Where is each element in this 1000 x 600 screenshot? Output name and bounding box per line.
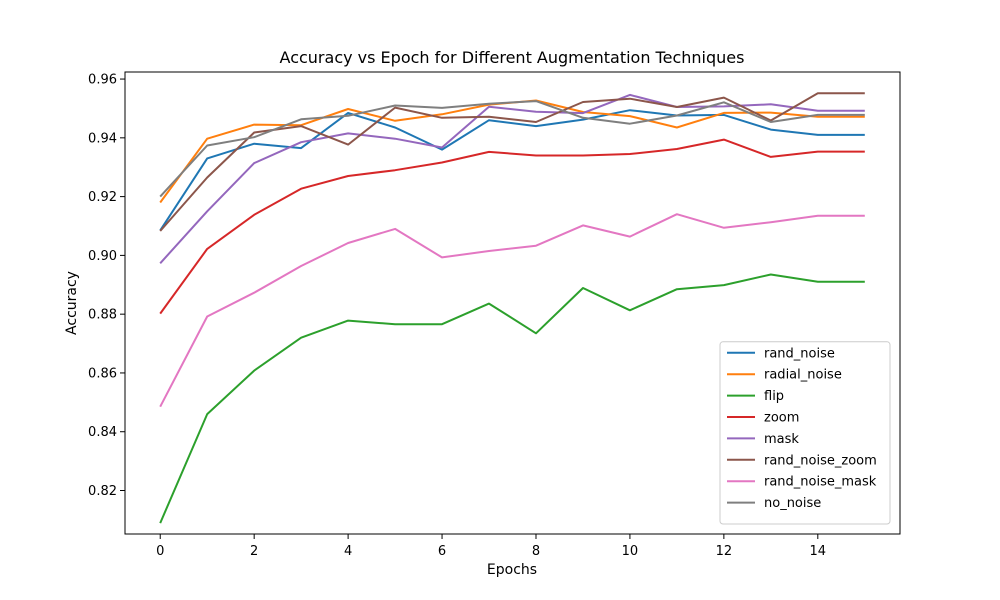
x-tick-label: 8 (532, 544, 540, 559)
series-line-rand-noise (159, 109, 865, 231)
x-axis-label: Epochs (487, 562, 537, 578)
y-tick-label: 0.86 (88, 366, 117, 381)
y-tick-label: 0.92 (88, 190, 117, 205)
plot-frame (124, 71, 901, 535)
legend-label: mask (764, 432, 799, 447)
legend-label: rand_noise_mask (764, 475, 877, 490)
legend-label: rand_noise (764, 346, 835, 361)
series-line-rand-noise-zoom (159, 92, 865, 232)
y-tick-label: 0.82 (88, 484, 117, 499)
x-tick-label: 14 (810, 544, 827, 559)
legend-label: zoom (764, 411, 799, 426)
chart-title: Accuracy vs Epoch for Different Augmenta… (280, 48, 745, 67)
y-tick-label: 0.90 (88, 249, 117, 264)
legend-label: radial_noise (764, 368, 842, 383)
series-line-mask (159, 93, 865, 264)
y-tick-label: 0.88 (88, 308, 117, 323)
x-tick-label: 12 (716, 544, 733, 559)
x-tick-label: 2 (250, 544, 258, 559)
x-tick-label: 6 (438, 544, 446, 559)
y-tick-label: 0.84 (88, 425, 117, 440)
y-axis: 0.82 0.84 0.86 0.88 0.90 0.92 0.94 0.96 (88, 73, 125, 499)
y-tick-label: 0.94 (88, 131, 117, 146)
legend-label: no_noise (764, 496, 821, 511)
series-line-rand-noise-mask (159, 213, 865, 408)
x-tick-label: 0 (156, 544, 164, 559)
series-line-no-noise (159, 100, 865, 198)
legend-label: rand_noise_zoom (764, 453, 877, 468)
series-line-flip (159, 273, 865, 524)
x-tick-label: 4 (344, 544, 352, 559)
legend-frame (719, 341, 891, 525)
series-line-zoom (159, 138, 865, 315)
y-tick-label: 0.96 (88, 73, 117, 88)
x-tick-label: 10 (622, 544, 639, 559)
legend-label: flip (764, 389, 784, 404)
y-axis-label: Accuracy (64, 271, 80, 335)
x-axis: 0 2 4 6 8 10 12 14 (156, 534, 826, 559)
series-layer (159, 92, 865, 524)
